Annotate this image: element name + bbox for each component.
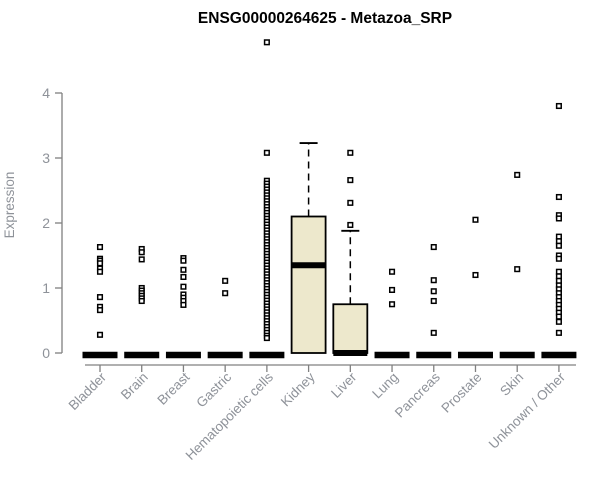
x-tick-label: Bladder [66,369,110,413]
zero-bar [124,351,160,359]
outlier-point [263,149,270,156]
x-tick-label: Gastric [193,369,234,410]
outlier-point [180,283,187,290]
outlier-point [430,329,437,336]
median-line [333,350,368,356]
y-tick-label: 0 [42,345,50,361]
outlier-point [430,277,437,284]
x-tick-label: Brain [118,370,151,403]
outlier-point [138,256,145,263]
outlier-point [347,177,354,184]
outlier-point [430,288,437,295]
outlier-point [96,260,104,267]
outlier-point [555,193,562,201]
outlier-point [555,242,562,249]
median-line [291,262,326,269]
outlier-point [555,255,562,262]
y-tick-label: 3 [42,150,50,166]
outlier-point [472,216,479,223]
zero-bar [541,351,577,359]
box [290,215,327,354]
zero-bar [457,351,493,359]
outlier-point [138,249,145,256]
zero-bar [249,351,285,359]
outlier-point [555,313,562,320]
outlier-point [263,335,270,342]
outlier-point [430,244,437,251]
outlier-point [555,329,562,336]
zero-bar [207,351,243,359]
outlier-point [555,318,562,325]
outlier-point [180,257,187,264]
outlier-point [388,286,396,293]
outlier-point [222,277,229,284]
box [332,303,369,354]
x-tick-label: Unknown / Other [486,369,569,452]
outlier-point [555,102,562,110]
outlier-point [96,244,104,251]
outlier-point [263,39,270,46]
outlier-point [388,301,396,308]
outlier-point [555,215,562,222]
y-axis-label: Expression [2,172,17,239]
outlier-point [514,266,521,273]
y-tick-label: 2 [42,215,50,231]
outlier-point [388,268,396,275]
outlier-point [138,297,145,305]
chart-title: ENSG00000264625 - Metazoa_SRP [198,10,452,27]
zero-bar [165,351,201,359]
outlier-point [96,331,104,338]
outlier-point [180,273,187,280]
zero-bar [499,351,535,359]
y-tick-label: 1 [42,280,50,296]
zero-bar [82,351,118,359]
outlier-point [222,290,229,297]
outlier-point [347,221,354,228]
x-tick-label: Kidney [278,369,318,409]
y-tick-label: 4 [42,85,50,101]
outlier-point [96,294,104,301]
outlier-point [472,271,479,279]
x-tick-label: Pancreas [392,369,443,420]
outlier-point [96,268,104,275]
zero-bar [416,351,452,359]
x-tick-label: Breast [154,369,192,407]
x-tick-label: Lung [369,370,401,402]
outlier-point [347,199,354,206]
outlier-point [347,149,354,156]
x-tick-label: Liver [328,369,360,401]
outlier-point [96,307,104,314]
outlier-point [430,297,437,305]
zero-bar [374,351,410,359]
outlier-point [180,266,187,273]
outlier-point [180,301,187,308]
x-tick-label: Prostate [438,370,484,416]
x-tick-label: Skin [497,370,526,399]
outlier-point [514,171,521,178]
